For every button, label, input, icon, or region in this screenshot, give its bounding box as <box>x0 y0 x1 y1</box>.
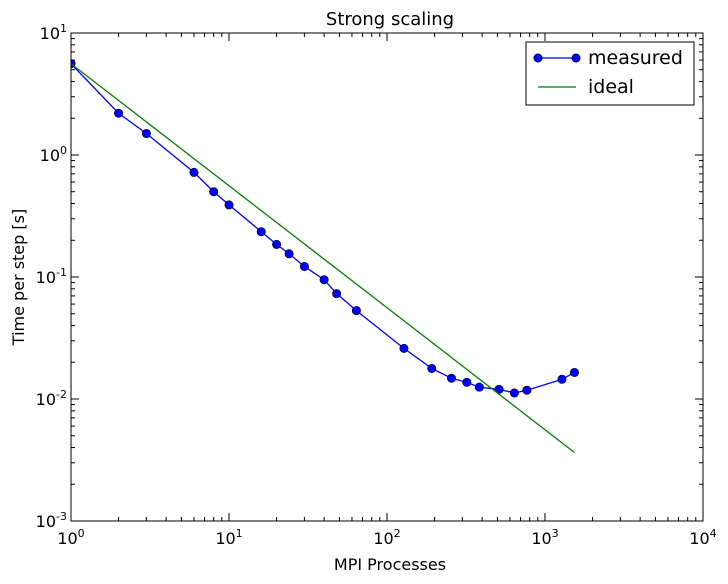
data-point <box>569 367 579 377</box>
axes: 100 101 102 103 104 10-3 10-2 10-1 100 101 <box>36 22 717 548</box>
y-tick-label: 10-1 <box>36 266 67 287</box>
plot-area <box>71 59 579 453</box>
x-tick-label: 102 <box>373 527 400 548</box>
x-axis-title: MPI Processes <box>334 555 446 574</box>
data-point <box>462 377 472 387</box>
data-point <box>299 261 309 271</box>
y-tick-label: 10-2 <box>36 388 67 409</box>
data-point <box>509 388 519 398</box>
y-tick-label: 100 <box>40 144 67 165</box>
legend-marker <box>533 53 543 63</box>
data-point <box>351 306 361 316</box>
data-point <box>224 200 234 210</box>
x-tick-label: 104 <box>689 527 716 548</box>
data-point <box>427 363 437 373</box>
legend-box <box>525 41 695 106</box>
legend-label-ideal: ideal <box>588 76 634 98</box>
x-tick-label: 103 <box>531 527 558 548</box>
legend-marker <box>571 53 581 63</box>
y-tick-label: 10-3 <box>36 510 67 531</box>
x-tick-label: 101 <box>215 527 242 548</box>
data-point <box>189 167 199 177</box>
data-point <box>256 227 266 237</box>
data-point <box>209 187 219 197</box>
data-point <box>399 343 409 353</box>
data-point <box>474 382 484 392</box>
series-line-ideal <box>71 63 575 453</box>
y-axis-title: Time per step [s] <box>9 209 28 346</box>
data-point <box>522 385 532 395</box>
data-point <box>114 108 124 118</box>
y-tick-label: 101 <box>40 22 67 43</box>
data-point <box>332 289 342 299</box>
data-point <box>557 374 567 384</box>
data-point <box>446 373 456 383</box>
chart-title: Strong scaling <box>326 9 454 30</box>
data-point <box>272 239 282 249</box>
legend: measured ideal <box>525 41 695 106</box>
data-point <box>284 249 294 259</box>
data-point <box>141 129 151 139</box>
data-point <box>319 275 329 285</box>
x-tick-label: 100 <box>57 527 84 548</box>
legend-label-measured: measured <box>588 47 683 69</box>
